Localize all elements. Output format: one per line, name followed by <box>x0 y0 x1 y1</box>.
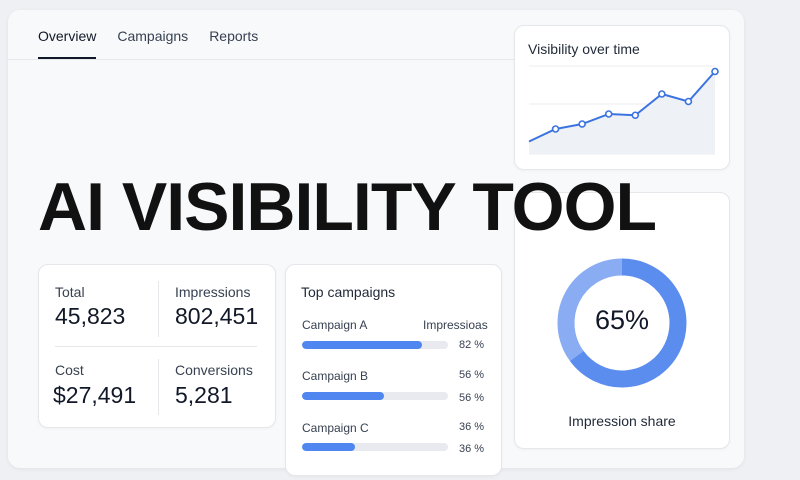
impressions-label: Impressions <box>175 284 251 300</box>
campaign-c-bar-fill <box>302 443 355 451</box>
line-point-3 <box>604 110 613 118</box>
tab-overview[interactable]: Overview <box>38 28 97 59</box>
campaign-a-pct: 82 % <box>459 339 485 351</box>
campaign-a-bar <box>302 341 448 349</box>
impression-share-caption: Impression share <box>568 413 676 429</box>
conversions-value: 5,281 <box>175 382 233 408</box>
impressions-value: 802,451 <box>175 303 259 329</box>
campaign-b-bar <box>302 392 448 400</box>
donut-slice-0 <box>569 258 687 388</box>
visibility-title: Visibility over time <box>528 41 640 57</box>
impression-share-donut <box>557 258 687 388</box>
total-label: Total <box>55 284 85 300</box>
cost-value: $27,491 <box>53 382 137 408</box>
campaign-a-bar-fill <box>302 341 422 349</box>
campaign-b-pct: 56 % <box>459 369 485 381</box>
visibility-line-chart <box>528 65 719 155</box>
tab-campaigns[interactable]: Campaigns <box>117 28 189 44</box>
campaign-b-pct-secondary: 56 % <box>459 392 485 404</box>
donut-slice-1 <box>557 258 623 361</box>
line-point-4 <box>631 111 640 120</box>
nav-divider <box>8 59 514 60</box>
campaigns-column-label: Impressioas <box>423 318 488 332</box>
stats-divider-top <box>158 281 159 337</box>
stats-card: Total 45,823 Impressions 802,451 Cost $2… <box>38 264 276 428</box>
line-area <box>529 71 715 154</box>
impression-share-card: 65% Impression share <box>514 192 730 449</box>
line-point-6 <box>684 97 693 106</box>
visibility-card: Visibility over time <box>514 25 730 170</box>
line-series <box>528 70 716 143</box>
campaign-c-pct-secondary: 36 % <box>459 443 485 455</box>
line-point-7 <box>711 67 719 76</box>
stats-divider-middle <box>55 346 257 347</box>
line-point-2 <box>578 120 586 128</box>
campaign-c-bar <box>302 443 448 451</box>
campaign-a-name: Campaign A <box>302 318 368 332</box>
total-value: 45,823 <box>55 303 126 329</box>
campaigns-title: Top campaigns <box>301 284 396 300</box>
cost-label: Cost <box>55 362 84 378</box>
donut-center-value: 65% <box>594 305 650 335</box>
nav-tabs: Overview Campaigns Reports <box>38 28 258 60</box>
hero-title: AI VISIBILITY TOOL <box>38 169 657 245</box>
conversions-label: Conversions <box>175 362 253 378</box>
line-point-5 <box>658 90 666 98</box>
stats-divider-bottom <box>158 359 159 415</box>
campaign-b-bar-fill <box>302 392 384 400</box>
campaign-c-name: Campaign C <box>302 421 369 435</box>
line-point-1 <box>551 125 560 133</box>
tab-reports[interactable]: Reports <box>209 28 259 44</box>
campaign-c-pct: 36 % <box>459 421 485 433</box>
campaigns-card: Top campaigns Impressioas Campaign A 82 … <box>285 264 502 476</box>
campaign-b-name: Campaign B <box>302 369 369 383</box>
